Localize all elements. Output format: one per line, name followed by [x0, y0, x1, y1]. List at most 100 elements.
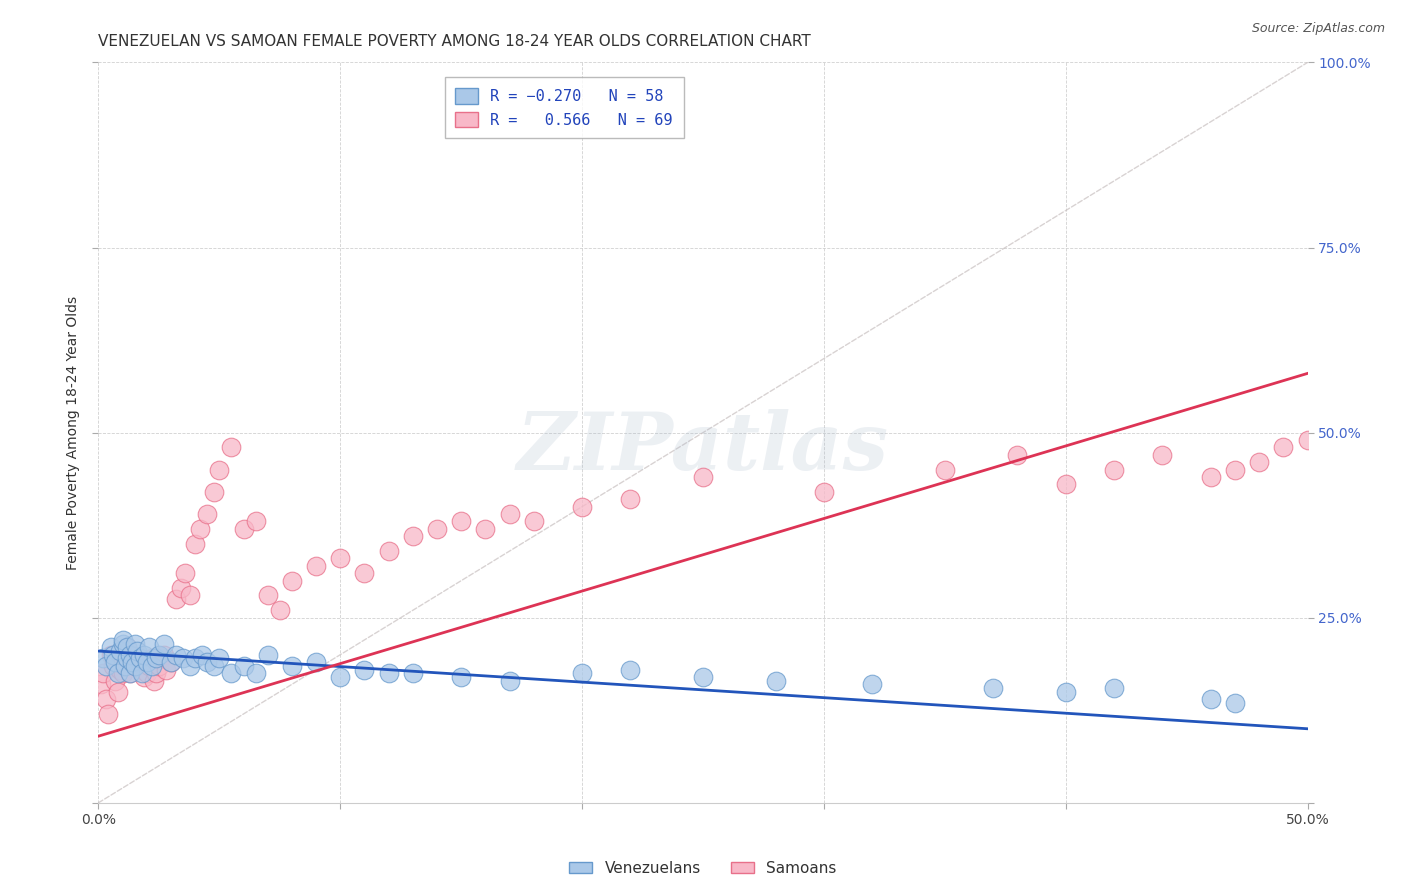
Point — [141, 651, 163, 665]
Point — [128, 651, 150, 665]
Point — [256, 648, 278, 662]
Point — [353, 566, 375, 581]
Text: ZIPatlas: ZIPatlas — [517, 409, 889, 486]
Point — [1223, 462, 1246, 476]
Point — [402, 666, 425, 681]
Point — [121, 655, 143, 669]
Point — [143, 673, 166, 688]
Point — [329, 670, 352, 684]
Point — [134, 670, 156, 684]
Point — [114, 651, 136, 665]
Point — [1007, 448, 1029, 462]
Point — [305, 558, 328, 573]
Point — [124, 658, 146, 673]
Point — [426, 522, 449, 536]
Point — [692, 470, 714, 484]
Point — [934, 462, 956, 476]
Point — [100, 648, 122, 662]
Point — [256, 589, 278, 603]
Point — [145, 651, 167, 665]
Point — [121, 648, 143, 662]
Point — [174, 566, 197, 581]
Point — [498, 673, 520, 688]
Point — [148, 648, 170, 662]
Point — [107, 685, 129, 699]
Text: VENEZUELAN VS SAMOAN FEMALE POVERTY AMONG 18-24 YEAR OLDS CORRELATION CHART: VENEZUELAN VS SAMOAN FEMALE POVERTY AMON… — [98, 34, 811, 49]
Point — [172, 651, 194, 665]
Point — [191, 648, 214, 662]
Point — [101, 658, 124, 673]
Point — [450, 515, 472, 529]
Point — [195, 507, 218, 521]
Point — [165, 592, 187, 607]
Point — [245, 515, 267, 529]
Point — [1296, 433, 1319, 447]
Point — [107, 666, 129, 681]
Point — [131, 666, 153, 681]
Point — [402, 529, 425, 543]
Point — [148, 658, 170, 673]
Point — [150, 651, 173, 665]
Point — [981, 681, 1004, 695]
Point — [281, 658, 304, 673]
Point — [232, 522, 254, 536]
Point — [692, 670, 714, 684]
Point — [1102, 681, 1125, 695]
Point — [1102, 462, 1125, 476]
Point — [118, 648, 141, 662]
Point — [1249, 455, 1271, 469]
Point — [118, 666, 141, 681]
Point — [155, 663, 177, 677]
Point — [204, 658, 226, 673]
Point — [377, 544, 399, 558]
Point — [221, 441, 243, 455]
Point — [111, 632, 134, 647]
Point — [184, 536, 207, 550]
Point — [111, 666, 134, 681]
Point — [450, 670, 472, 684]
Point — [165, 648, 187, 662]
Point — [124, 658, 146, 673]
Point — [134, 648, 156, 662]
Point — [195, 655, 218, 669]
Point — [117, 640, 139, 655]
Point — [138, 640, 160, 655]
Point — [127, 644, 149, 658]
Point — [128, 655, 150, 669]
Point — [208, 462, 231, 476]
Point — [108, 663, 131, 677]
Y-axis label: Female Poverty Among 18-24 Year Olds: Female Poverty Among 18-24 Year Olds — [66, 295, 80, 570]
Point — [111, 655, 134, 669]
Point — [100, 640, 122, 655]
Point — [145, 666, 167, 681]
Point — [114, 658, 136, 673]
Point — [474, 522, 496, 536]
Point — [160, 655, 183, 669]
Point — [104, 673, 127, 688]
Point — [101, 648, 124, 662]
Point — [571, 500, 593, 514]
Point — [329, 551, 352, 566]
Point — [523, 515, 546, 529]
Point — [619, 492, 641, 507]
Point — [97, 706, 120, 721]
Point — [124, 637, 146, 651]
Point — [204, 484, 226, 499]
Point — [91, 651, 114, 665]
Point — [860, 677, 883, 691]
Point — [94, 692, 117, 706]
Point — [127, 651, 149, 665]
Point — [117, 640, 139, 655]
Point — [117, 651, 139, 665]
Point — [160, 655, 183, 669]
Point — [813, 484, 835, 499]
Point — [1272, 441, 1295, 455]
Point — [90, 677, 112, 691]
Point — [377, 666, 399, 681]
Point — [152, 648, 174, 662]
Point — [353, 663, 375, 677]
Point — [1199, 470, 1222, 484]
Point — [281, 574, 304, 588]
Point — [131, 663, 153, 677]
Point — [118, 666, 141, 681]
